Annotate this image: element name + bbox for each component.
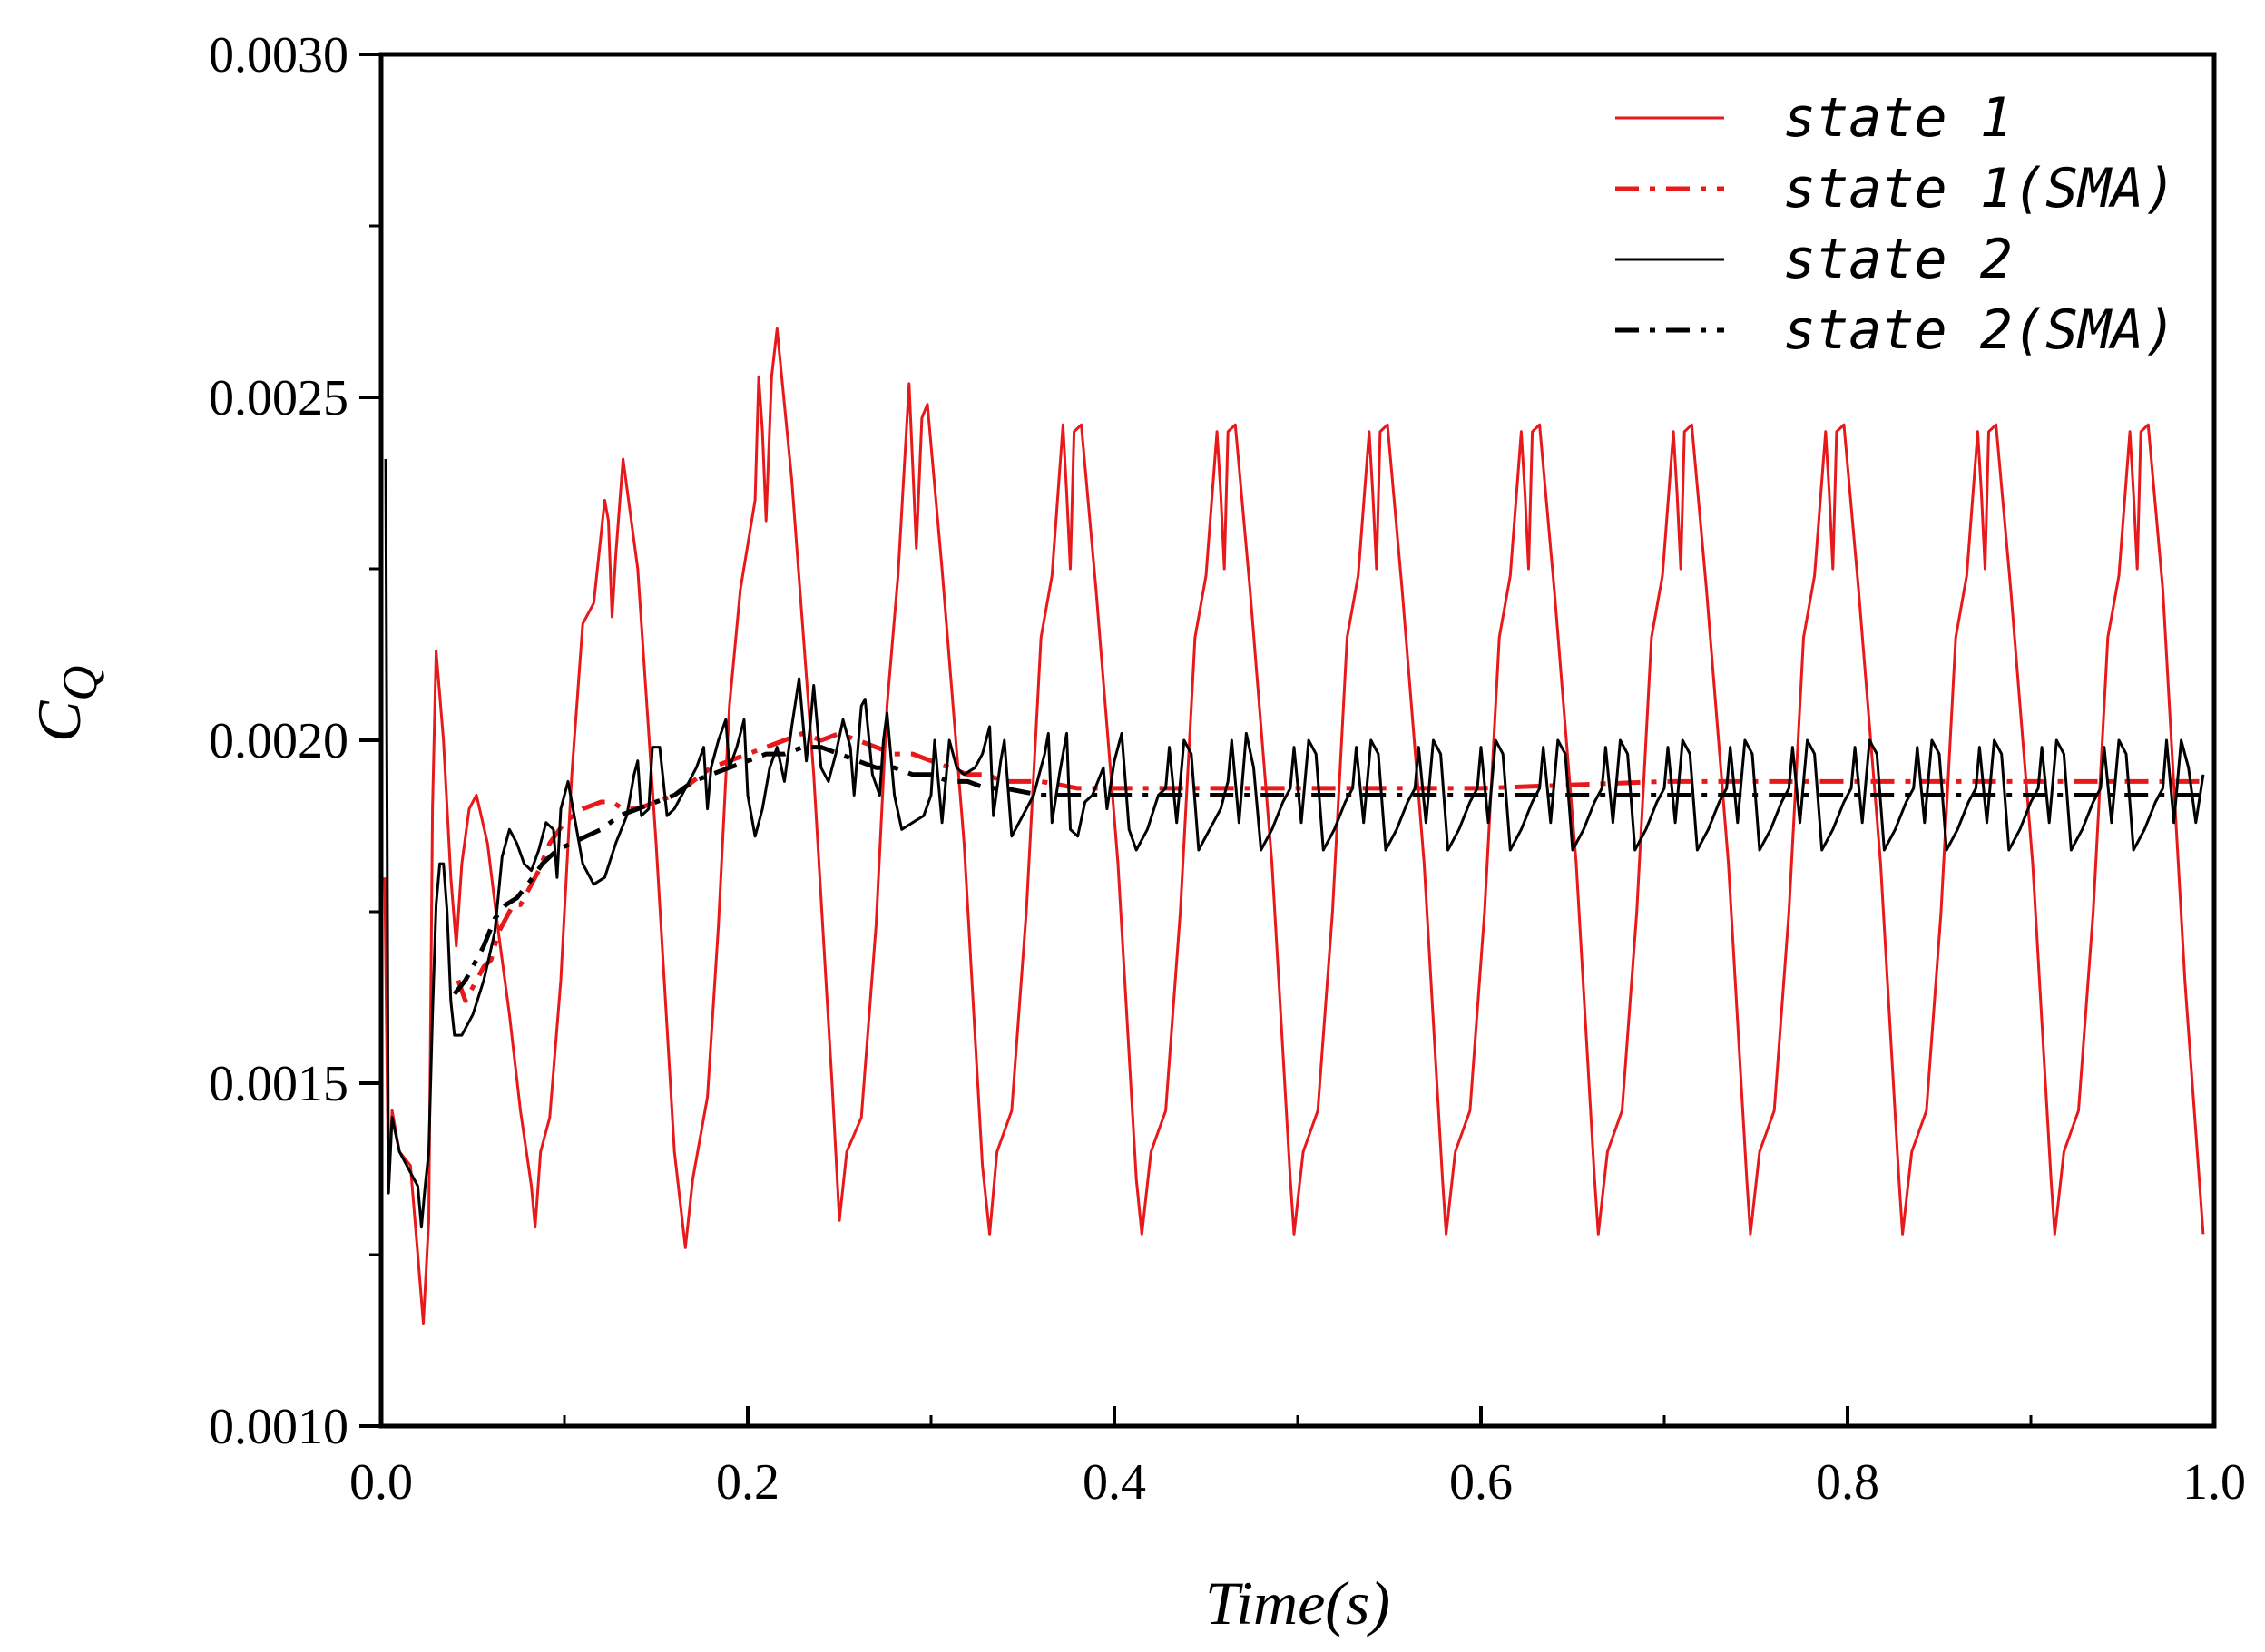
x-tick-label: 0.6 (1449, 1454, 1513, 1510)
x-axis-title: Time(s) (1205, 1569, 1390, 1637)
x-tick-label: 0.2 (716, 1454, 780, 1510)
y-axis-title-sub: Q (53, 666, 107, 701)
series-line-1 (383, 327, 2205, 1325)
y-axis-title: CQ (25, 666, 107, 742)
y-axis-title-main: C (25, 700, 93, 742)
series-line-4 (452, 745, 2203, 996)
y-tick-label: 0.0030 (209, 27, 348, 83)
y-tick-label: 0.0025 (209, 370, 348, 426)
series-layer (383, 327, 2205, 1325)
y-tick-label: 0.0015 (209, 1056, 348, 1112)
y-tick-label: 0.0010 (209, 1399, 348, 1455)
legend-label-1: state 1 (1783, 86, 2013, 150)
legend-label-2: state 1(SMA) (1783, 157, 2176, 220)
series-line-3 (384, 458, 2205, 1229)
legend-label-3: state 2 (1783, 228, 2013, 291)
ticks-layer: 0.0 0.2 0.4 0.6 0.8 1.0 0.0010 0.0015 0.0020 0.00… (209, 27, 2246, 1510)
x-tick-label: 0.4 (1083, 1454, 1146, 1510)
legend: state 1 state 1(SMA) state 2 state 2(SMA) (1615, 86, 2176, 362)
y-tick-label: 0.0020 (209, 713, 348, 769)
x-tick-label: 0.8 (1816, 1454, 1879, 1510)
legend-label-4: state 2(SMA) (1783, 298, 2176, 362)
x-tick-label: 1.0 (2182, 1454, 2246, 1510)
x-tick-label: 0.0 (349, 1454, 413, 1510)
